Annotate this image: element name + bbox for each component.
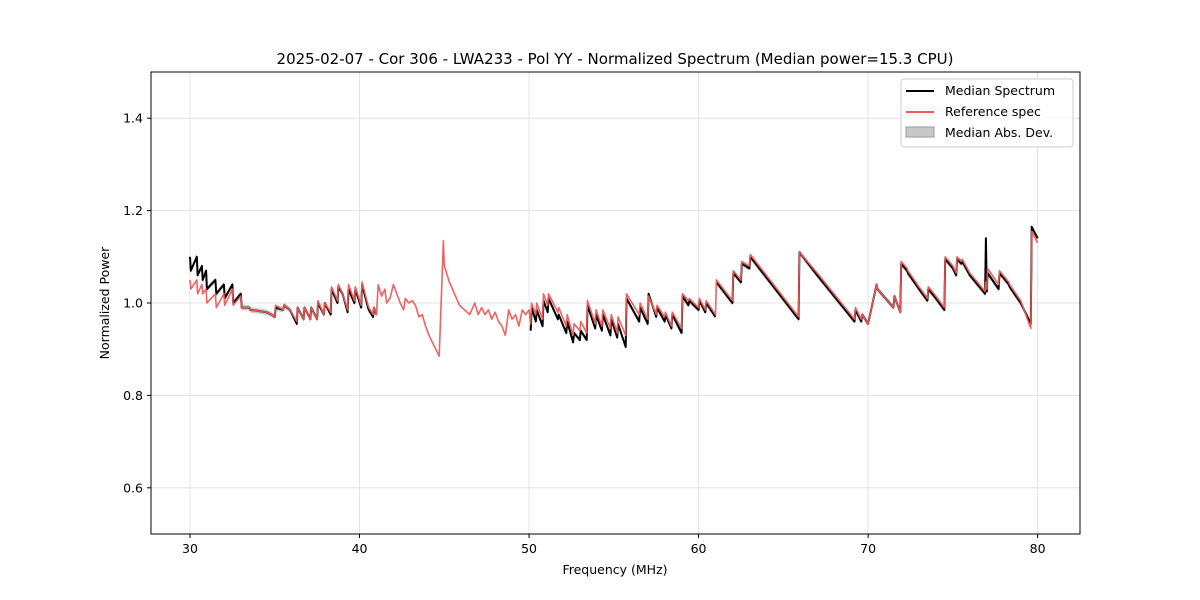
x-tick-label: 60 [691,541,707,556]
legend-box [900,78,1074,148]
x-axis: 30 40 50 60 70 80 [182,534,1046,556]
y-tick-label: 0.8 [123,388,143,403]
x-tick-label: 80 [1030,541,1046,556]
y-axis-label: Normalized Power [97,246,112,360]
mad-band [190,254,377,327]
x-axis-label: Frequency (MHz) [562,562,667,577]
legend-mad-swatch [905,126,935,138]
x-tick-label: 50 [521,541,537,556]
legend: Median Spectrum Reference spec Median Ab… [900,78,1074,148]
y-tick-label: 1.2 [123,203,143,218]
y-tick-label: 1.4 [123,111,143,126]
y-tick-label: 0.6 [123,480,143,495]
chart-title: 2025-02-07 - Cor 306 - LWA233 - Pol YY -… [277,50,954,68]
x-tick-label: 30 [182,541,198,556]
x-tick-label: 70 [860,541,876,556]
y-axis: 0.6 0.8 1.0 1.2 1.4 [123,111,151,495]
legend-median-label: Median Spectrum [945,83,1055,98]
plot-frame [150,71,1081,535]
y-tick-label: 1.0 [123,296,143,311]
reference-spectrum-line [189,230,1039,357]
series-lines [189,225,1039,357]
x-tick-label: 40 [352,541,368,556]
legend-mad-label: Median Abs. Dev. [945,125,1053,140]
legend-reference-label: Reference spec [945,104,1041,119]
